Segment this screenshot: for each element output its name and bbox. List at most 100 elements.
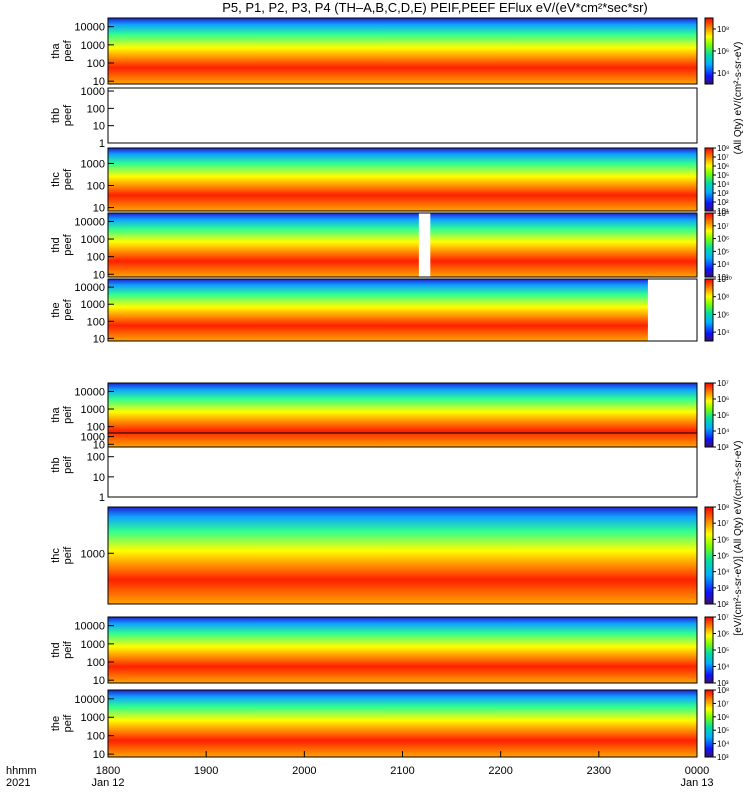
y-tick-label: 100 [87,657,105,669]
panel-frame [107,17,698,85]
colorbar-tick-label: 10⁶ [717,162,729,171]
y-tick-label: 1000 [81,639,105,651]
y-tick-label: 1000 [81,712,105,724]
y-tick-label: 1000 [81,40,105,52]
colorbar-tick-label: 10⁷ [717,613,729,622]
x-date-label: Jan 12 [91,777,124,789]
heatmap-fill [108,617,697,683]
y-tick-label: 100 [87,316,105,328]
x-tick-label: 1900 [194,765,218,777]
y-axis-label: thapeef [50,39,74,61]
x-tick-label: 2100 [390,765,414,777]
colorbar-tick-label: 10³ [717,189,729,198]
colorbar-tick-label: 10⁵ [717,171,729,180]
colorbar-tick-label: 10⁶ [717,310,729,319]
colorbar [704,17,714,85]
heatmap-fill [108,690,697,757]
time-axis-title: hhmm [6,765,37,777]
colorbar [704,278,714,342]
panel-frame [107,278,698,342]
colorbar-tick-label: 10⁵ [717,726,729,735]
y-tick-label: 100 [87,103,105,115]
y-tick-label: 1000 [81,404,105,416]
y-tick-label: 10000 [74,22,105,34]
y-tick-label: 10 [93,749,105,761]
heatmap-fill [108,383,697,447]
y-tick-label: 10 [93,269,105,281]
colorbar-tick-label: 10³ [717,679,729,688]
data-gap [418,213,431,277]
panels-group: 10100100010000thapeef10⁴10⁶10⁸1101001000… [50,17,732,762]
colorbar-tick-label: 10⁷ [717,153,729,162]
colorbar [704,616,714,684]
y-tick-label: 100 [87,731,105,743]
colorbar-tick-label: 10⁴ [717,740,730,749]
y-tick-label: 100 [87,452,105,464]
x-tick-label: 2200 [488,765,512,777]
colorbar [704,689,714,758]
panel-frame [107,432,698,498]
colorbar-tick-label: 10⁶ [717,395,729,404]
colorbar-tick-label: 10³ [717,584,729,593]
colorbar [704,382,714,448]
panel-frame [107,212,698,278]
y-tick-label: 1000 [81,86,105,98]
colorbar-tick-label: 10⁴ [717,180,730,189]
heatmap-fill [108,148,697,211]
colorbar-tick-label: 10⁵ [717,646,729,655]
y-tick-label: 100 [87,58,105,70]
y-tick-label: 10 [93,121,105,133]
y-tick-label: 100 [87,252,105,264]
colorbar-tick-label: 10³ [717,753,729,762]
colorbar-tick-label: 10⁸ [717,209,729,218]
panel-thb-peef: 1 10 100 1000 thbpeef [50,86,698,150]
colorbar-tick-label: 10⁴ [717,663,730,672]
y-axis-label: thepeef [50,298,74,320]
y-tick-label: 1000 [81,432,105,444]
y-tick-label: 10 [93,76,105,88]
y-tick-label: 1000 [81,234,105,246]
colorbar-tick-label: 10⁸ [717,144,729,153]
colorbar-tick-label: 10⁷ [717,379,729,388]
y-tick-label: 1 [99,138,105,150]
colorbar-tick-label: 10⁴ [717,69,730,78]
colorbar-tick-label: 10⁶ [717,535,729,544]
heatmap-fill [108,213,697,277]
colorbar-tick-label: 10¹ [717,207,729,216]
y-tick-label: 10000 [74,216,105,228]
x-date-label: Jan 13 [680,777,713,789]
y-tick-label: 10000 [74,621,105,633]
colorbar-tick-label: 10³ [717,443,729,452]
colorbar-tick-label: 10⁵ [717,247,729,256]
y-axis-label: thcpeif [50,546,74,565]
y-axis-label: thdpeef [50,233,74,255]
colorbar [704,147,714,212]
panel-frame [107,147,698,212]
y-tick-label: 1000 [81,158,105,170]
colorbar-tick-label: 10⁷ [717,222,729,231]
y-axis-label: thepeif [50,714,74,733]
colorbar-tick-label: 10⁶ [717,47,729,56]
y-tick-label: 1000 [81,548,105,560]
y-axis-label: thcpeef [50,168,74,190]
colorbar-tick-label: 10⁴ [717,328,730,337]
colorbar-tick-label: 10² [717,198,729,207]
heatmap-fill [108,18,697,84]
y-axis-label: thbpeef [50,104,74,126]
figure-title: P5, P1, P2, P3, P4 (TH–A,B,C,D,E) PEIF,P… [222,0,648,15]
colorbar [704,212,714,278]
y-tick-label: 1000 [81,299,105,311]
colorbar-tick-label: 10² [717,600,729,609]
y-axis-label: thdpeif [50,640,74,659]
colorbar-tick-label: 10³ [717,273,729,282]
colorbar-tick-label: 10⁶ [717,630,729,639]
colorbar-tick-label: 10⁶ [717,713,729,722]
x-tick-label: 2000 [292,765,316,777]
panel-frame [107,506,698,605]
colorbar-tick-label: 10⁷ [717,699,729,708]
